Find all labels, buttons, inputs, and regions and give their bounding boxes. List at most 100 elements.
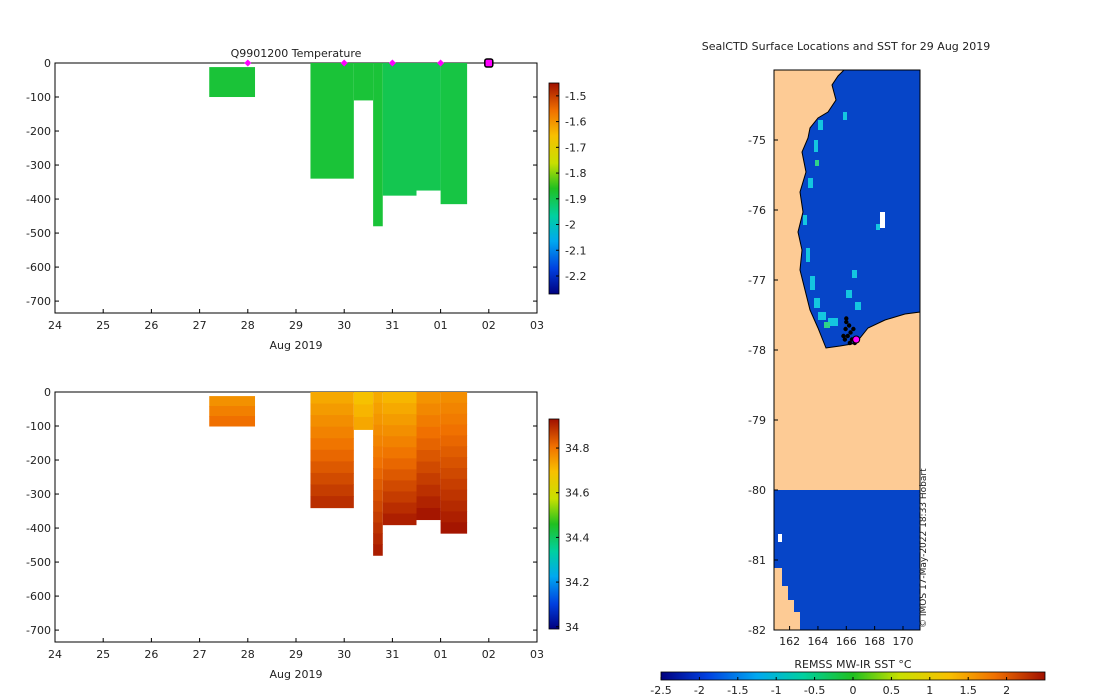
salinity-y-tick-label: -200 — [26, 454, 51, 467]
temperature-y-tick-label: -600 — [26, 261, 51, 274]
salinity-profile-cell — [382, 447, 417, 459]
temperature-y-tick-label: -400 — [26, 193, 51, 206]
temperature-colorbar-tick-label: -1.5 — [565, 90, 586, 103]
temperature-x-tick-label: 25 — [96, 319, 110, 332]
salinity-profile-cell — [310, 403, 354, 416]
temperature-colorbar — [548, 82, 560, 295]
salinity-colorbar-tick-label: 34.6 — [565, 487, 590, 500]
temperature-colorbar-tick-label: -1.9 — [565, 193, 586, 206]
salinity-profile-cell — [382, 480, 417, 492]
temperature-x-tick-label: 29 — [289, 319, 303, 332]
temperature-colorbar-tick-label: -1.7 — [565, 141, 586, 154]
sst-colorbar-tick-label: -1 — [771, 684, 782, 697]
sst-colorbar-tick-label: 2 — [1003, 684, 1010, 697]
sst-map-panel: SealCTD Surface Locations and SST for 29… — [650, 40, 1046, 697]
map-lon-tick-label: 168 — [864, 635, 885, 648]
ctd-track — [841, 316, 861, 346]
cast-time-marker — [340, 59, 348, 67]
salinity-x-tick-label: 28 — [241, 648, 255, 661]
salinity-x-tick-label: 03 — [530, 648, 544, 661]
salinity-profile-cell — [310, 415, 354, 428]
salinity-profile-cell — [440, 392, 468, 404]
salinity-x-tick-label: 02 — [482, 648, 496, 661]
salinity-profile-cell — [373, 511, 383, 524]
temperature-colorbar-tick-label: -2.1 — [565, 244, 586, 257]
temperature-profile-3 — [373, 63, 383, 227]
salinity-profile-cell — [382, 392, 417, 404]
salinity-profile-cell — [373, 500, 383, 513]
salinity-profile-cell — [416, 403, 441, 416]
ctd-location-point — [846, 323, 852, 328]
salinity-profile-cell — [373, 533, 383, 545]
ctd-location-point — [844, 319, 849, 325]
ctd-location-point — [843, 326, 848, 332]
salinity-profile-cell — [440, 478, 468, 491]
map-lon-tick-label: 162 — [779, 635, 800, 648]
salinity-profile-5 — [416, 392, 441, 521]
temperature-y-tick-label: -200 — [26, 125, 51, 138]
salinity-profile-cell — [310, 461, 354, 474]
cast-time-marker — [244, 59, 252, 67]
map-lat-tick-label: -81 — [748, 554, 766, 567]
salinity-profile-cell — [440, 500, 468, 512]
salinity-profile-cell — [382, 469, 417, 481]
sst-colorbar-tick-label: -0.5 — [804, 684, 825, 697]
temperature-x-tick-label: 01 — [434, 319, 448, 332]
salinity-profile-cell — [416, 449, 441, 463]
ctd-location-point — [848, 330, 853, 335]
salinity-profile-cell — [353, 392, 374, 405]
salinity-x-axis-label: Aug 2019 — [270, 668, 323, 681]
ctd-location-point — [851, 326, 856, 332]
temperature-y-tick-label: -700 — [26, 295, 51, 308]
sst-colorbar-tick-label: 0.5 — [883, 684, 901, 697]
salinity-profile-cell — [373, 446, 383, 458]
salinity-profile-cell — [382, 491, 417, 504]
temperature-colorbar-tick-label: -1.6 — [565, 116, 586, 129]
temperature-x-tick-label: 03 — [530, 319, 544, 332]
salinity-profile-2 — [353, 392, 374, 430]
temperature-profile-4 — [382, 63, 417, 196]
temperature-y-tick-label: -300 — [26, 159, 51, 172]
salinity-profile-cell — [209, 416, 256, 427]
salinity-x-tick-label: 30 — [337, 648, 351, 661]
salinity-x-tick-label: 01 — [434, 648, 448, 661]
map-lat-tick-label: -82 — [748, 624, 766, 637]
salinity-profile-cell — [382, 403, 417, 415]
temperature-profile-2 — [353, 63, 374, 101]
salinity-profile-cell — [416, 392, 441, 405]
southern-sst-block — [774, 490, 920, 630]
salinity-x-tick-label: 25 — [96, 648, 110, 661]
temperature-panel: Q9901200 Temperature 24 25 26 27 28 29 30 31 01 0… — [26, 47, 586, 352]
salinity-profile-cell — [353, 416, 374, 430]
salinity-profile-cell — [310, 438, 354, 451]
salinity-profile-cell — [373, 479, 383, 491]
salinity-profile-6 — [440, 392, 468, 534]
ctd-location-point — [847, 340, 853, 346]
salinity-profile-cell — [373, 424, 383, 437]
salinity-profile-cell — [373, 457, 383, 469]
salinity-profile-cell — [373, 413, 383, 426]
no-data-patch — [778, 534, 782, 542]
temperature-y-tick-label: -100 — [26, 91, 51, 104]
salinity-profile-cell — [310, 392, 354, 405]
salinity-profile-cell — [373, 402, 383, 415]
salinity-y-tick-label: -700 — [26, 624, 51, 637]
map-lat-tick-label: -77 — [748, 274, 766, 287]
latest-ctd-location — [852, 335, 861, 344]
sst-colorbar-tick-label: -2 — [694, 684, 705, 697]
salinity-profile-cell — [310, 472, 354, 486]
temperature-profile-0 — [209, 67, 256, 98]
salinity-profile-cell — [440, 511, 468, 523]
ctd-location-point — [841, 333, 846, 339]
salinity-profile-cell — [416, 507, 441, 521]
salinity-y-tick-label: -400 — [26, 522, 51, 535]
sst-colorbar-tick-label: 1.5 — [959, 684, 977, 697]
salinity-profile-cell — [440, 402, 468, 415]
imos-credit: © IMOS 17-May-2022 18:33 Hobart — [919, 468, 929, 628]
temperature-x-tick-label: 02 — [482, 319, 496, 332]
salinity-profile-cell — [440, 468, 468, 480]
salinity-y-tick-label: 0 — [44, 386, 51, 399]
salinity-profile-cell — [382, 513, 417, 526]
salinity-profile-cell — [373, 468, 383, 480]
